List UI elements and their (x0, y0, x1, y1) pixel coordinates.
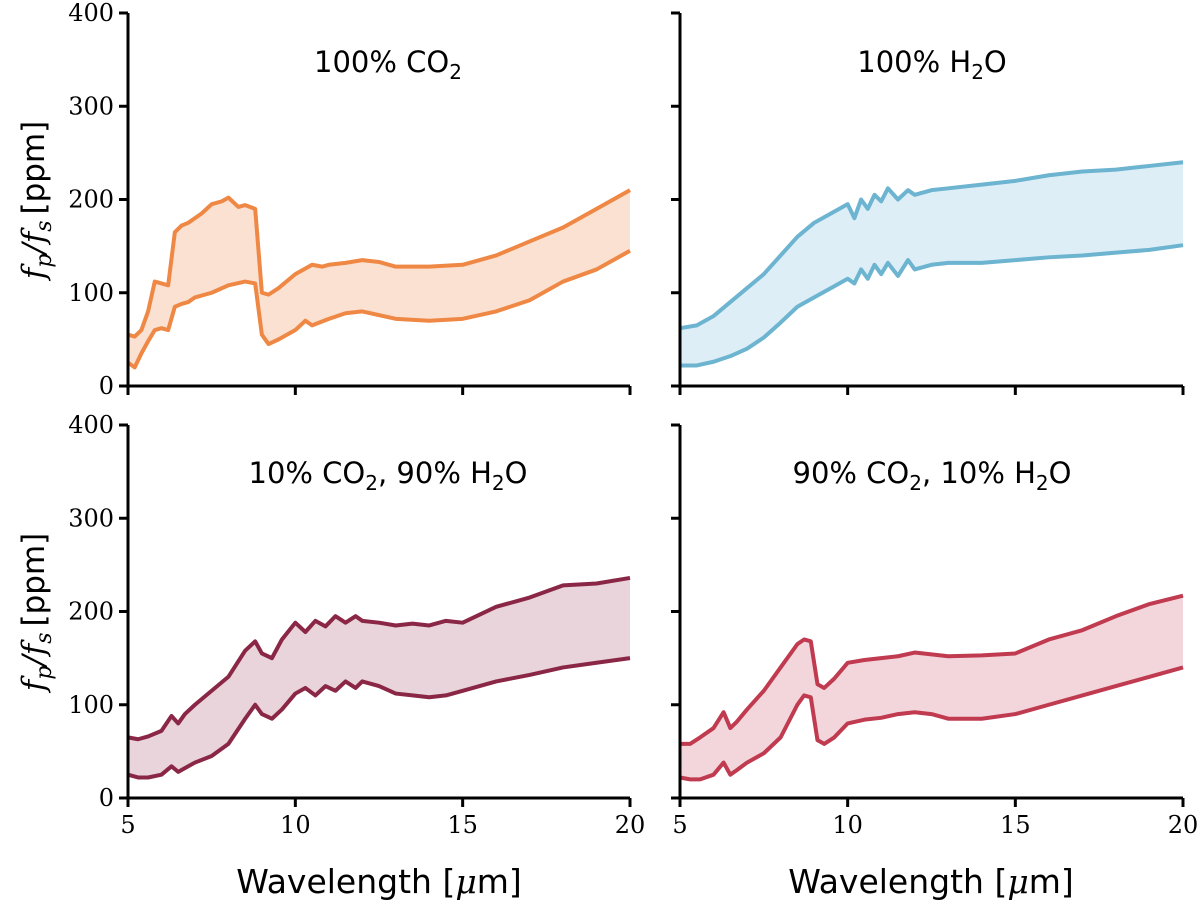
panel-title-3-part-3: 2 (492, 471, 505, 495)
ylabel-top-unit: [ppm] (16, 121, 52, 215)
panel-title-3-part-1: 2 (365, 471, 378, 495)
xlabel-right: Wavelength [μm] (788, 862, 1074, 901)
x-tick-label-4-5: 5 (672, 811, 687, 839)
y-tick-label-1-300: 300 (68, 92, 114, 120)
y-tick-label-3-0: 0 (99, 784, 114, 812)
ylabel-top-sub-s: s (32, 220, 57, 231)
xlabel-right-mu: μ (1007, 862, 1028, 901)
panel-title-4-part-4: O (1049, 456, 1072, 490)
band-fill-3 (128, 577, 630, 778)
y-tick-label-3-200: 200 (68, 598, 114, 626)
ylabel-bottom-unit: [ppm] (16, 533, 52, 627)
series-upper-line-3 (127, 575, 631, 742)
xlabel-left-mu: μ (455, 862, 476, 901)
x-tick-label-3-10: 10 (280, 811, 311, 839)
panel-title-3-part-4: O (505, 456, 528, 490)
series-lower-line-1 (126, 249, 631, 370)
y-tick-label-1-400: 400 (68, 0, 114, 27)
xlabel-left-prefix: Wavelength [ (236, 862, 455, 901)
panel-title-1-part-1: 2 (449, 60, 462, 84)
x-tick-label-4-15: 15 (1000, 811, 1031, 839)
ylabel-bottom-slash: / (16, 653, 52, 669)
panel-title-4: 90% CO2, 10% H2O (793, 456, 1072, 495)
ylabel-bottom-sub-p: p (32, 666, 57, 680)
y-tick-label-3-300: 300 (68, 504, 114, 532)
panel-1: 0 100 200 300 400 100% CO2 (68, 0, 632, 400)
ylabel-top-slash: / (16, 241, 52, 257)
xlabel-left: Wavelength [μm] (236, 862, 522, 901)
xlabel-right-suffix: m] (1029, 862, 1074, 901)
panel-title-1: 100% CO2 (314, 45, 462, 84)
panel-title-4-part-2: , 10% H (922, 456, 1036, 490)
y-tick-label-1-0: 0 (99, 372, 114, 400)
x-tick-label-4-10: 10 (832, 811, 863, 839)
band-fill-1 (128, 190, 630, 368)
panel-title-2-part-0: 100% H (857, 45, 971, 79)
ylabel-top: fp/fs[ppm] (16, 121, 57, 282)
x-tick-label-3-15: 15 (447, 811, 478, 839)
panel-2: 100% H2O (671, 11, 1185, 395)
panel-title-2-part-2: O (984, 45, 1007, 79)
ylabel-bottom-sub-s: s (32, 632, 57, 643)
xlabel-right-prefix: Wavelength [ (788, 862, 1007, 901)
x-tick-label-3-5: 5 (120, 811, 135, 839)
y-tick-label-1-100: 100 (68, 279, 114, 307)
panel-title-3: 10% CO2, 90% H2O (249, 456, 528, 495)
ylabel-top-sub-p: p (32, 254, 57, 268)
panel-title-2: 100% H2O (857, 45, 1007, 84)
panel-title-1-part-0: 100% CO (314, 45, 449, 79)
ylabel-bottom: fp/fs[ppm] (16, 533, 57, 694)
panel-title-3-part-2: , 90% H (378, 456, 492, 490)
y-tick-label-1-200: 200 (68, 186, 114, 214)
x-tick-label-4-20: 20 (1168, 811, 1199, 839)
y-tick-label-3-100: 100 (68, 691, 114, 719)
series-lower-line-4 (679, 665, 1184, 782)
series-upper-line-4 (680, 593, 1184, 746)
series-lower-line-2 (680, 243, 1184, 368)
xlabel-left-suffix: m] (477, 862, 522, 901)
panel-title-2-part-1: 2 (971, 60, 984, 84)
x-tick-label-3-20: 20 (615, 811, 646, 839)
panel-title-4-part-1: 2 (909, 471, 922, 495)
panel-title-4-part-0: 90% CO (793, 456, 910, 490)
panel-title-3-part-0: 10% CO (249, 456, 366, 490)
y-tick-label-3-400: 400 (68, 411, 114, 439)
series-upper-line-1 (127, 188, 631, 339)
series-lower-line-3 (127, 656, 631, 780)
panel-title-4-part-3: 2 (1036, 471, 1049, 495)
series-upper-line-2 (679, 160, 1184, 331)
